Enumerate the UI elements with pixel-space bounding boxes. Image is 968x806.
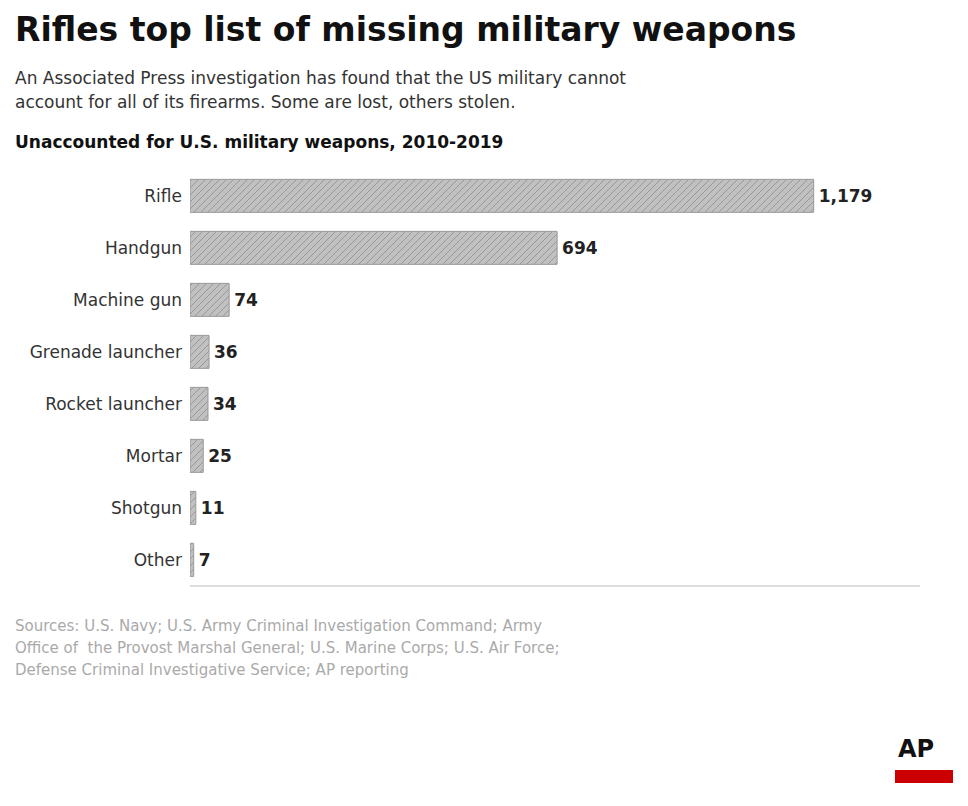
html-text:An Associated Press investigat: An Associated Press investigation has fo… xyxy=(15,68,626,112)
svg-text:Handgun: Handgun xyxy=(105,238,182,258)
svg-text:11: 11 xyxy=(201,498,225,518)
svg-text:36: 36 xyxy=(214,342,238,362)
svg-text:Rifle: Rifle xyxy=(144,186,182,206)
svg-text:Shotgun: Shotgun xyxy=(111,498,182,518)
svg-text:694: 694 xyxy=(562,238,598,258)
svg-text:Other: Other xyxy=(134,550,182,570)
svg-text:34: 34 xyxy=(213,394,237,414)
html-text:AP: AP xyxy=(898,735,935,763)
svg-text:1,179: 1,179 xyxy=(819,186,873,206)
html-text:Sources: U.S. Navy; U.S. Army: Sources: U.S. Navy; U.S. Army Criminal I… xyxy=(15,617,560,679)
html-text:Unaccounted for U.S. military: Unaccounted for U.S. military weapons, 2… xyxy=(15,132,504,152)
svg-text:25: 25 xyxy=(208,446,232,466)
svg-text:Rocket launcher: Rocket launcher xyxy=(45,394,182,414)
svg-text:74: 74 xyxy=(234,290,258,310)
svg-text:Machine gun: Machine gun xyxy=(73,290,182,310)
html-text:Rifles top list of missing mil: Rifles top list of missing military weap… xyxy=(15,10,797,49)
svg-text:Mortar: Mortar xyxy=(126,446,182,466)
svg-text:7: 7 xyxy=(199,550,211,570)
svg-text:Grenade launcher: Grenade launcher xyxy=(30,342,182,362)
